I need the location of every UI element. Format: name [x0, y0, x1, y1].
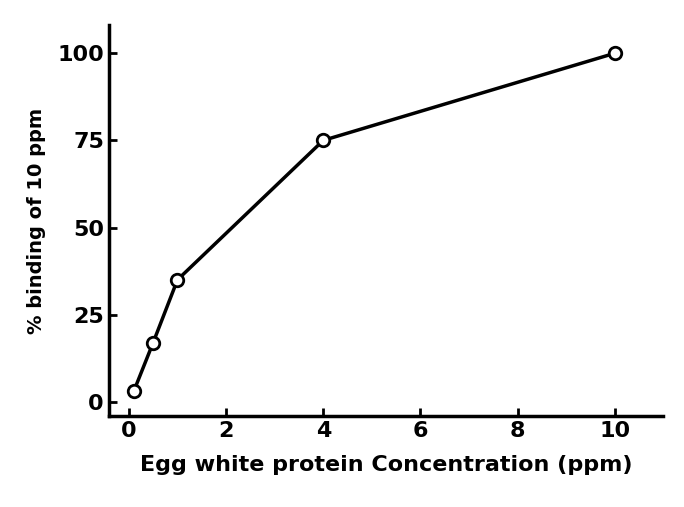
X-axis label: Egg white protein Concentration (ppm): Egg white protein Concentration (ppm): [140, 455, 633, 475]
Y-axis label: % binding of 10 ppm: % binding of 10 ppm: [27, 107, 46, 334]
